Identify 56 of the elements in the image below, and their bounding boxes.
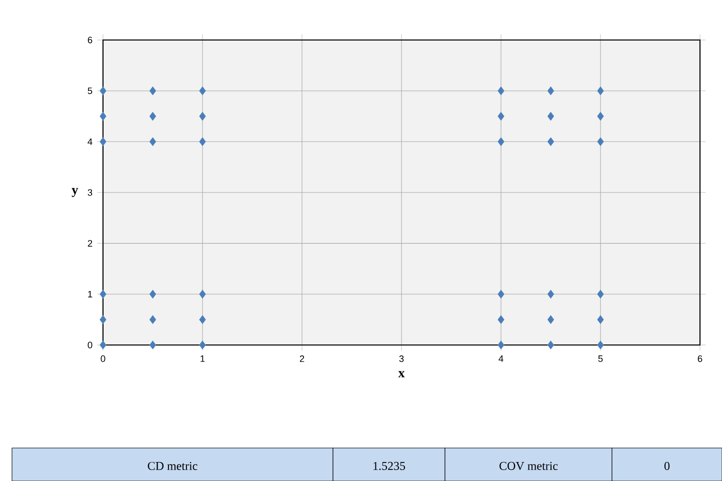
point: [100, 137, 106, 146]
y-tick-label: 3: [88, 189, 92, 196]
y-tick-label: 6: [88, 36, 92, 44]
point: [149, 112, 156, 121]
text: 1.5235: [374, 462, 406, 470]
x-tick-label: 1: [200, 355, 205, 362]
point: [100, 290, 106, 298]
point: [547, 315, 554, 324]
point: [149, 315, 156, 324]
y-tick-label: 5: [88, 88, 92, 94]
point: [199, 290, 206, 298]
x-tick-label: 5: [598, 355, 603, 362]
point: [597, 315, 604, 324]
point: [100, 112, 106, 121]
y-tick-label: 4: [88, 138, 92, 145]
point: [199, 340, 206, 350]
point: [199, 112, 206, 121]
y-tick-label: 1: [88, 290, 92, 298]
x-tick-label: 4: [498, 355, 504, 362]
text: 0: [664, 462, 670, 470]
point: [199, 315, 206, 324]
text: COV metric: [500, 462, 558, 470]
y-tick-label: 0: [88, 342, 92, 348]
point: [100, 340, 106, 350]
point: [597, 340, 604, 350]
x-axis-title: x: [398, 371, 405, 378]
x-tick-label: 0: [100, 355, 106, 362]
point: [149, 86, 156, 96]
point: [199, 86, 206, 96]
y-axis-title: y: [72, 188, 78, 197]
point: [597, 86, 604, 96]
point: [547, 290, 554, 298]
point: [597, 112, 604, 121]
point: [100, 315, 106, 324]
text: CD metric: [148, 462, 198, 470]
point: [498, 112, 504, 121]
point: [597, 137, 604, 146]
point: [597, 290, 604, 298]
point: [149, 340, 156, 350]
point: [547, 86, 554, 96]
point: [498, 86, 504, 96]
point: [149, 137, 156, 146]
x-tick-label: 3: [399, 355, 404, 362]
point: [498, 315, 504, 324]
point: [149, 290, 156, 298]
x-tick-label: 6: [698, 355, 702, 362]
point: [498, 290, 504, 298]
point: [547, 340, 554, 350]
point: [547, 137, 554, 146]
x-tick-label: 2: [300, 355, 304, 362]
y-tick-label: 2: [88, 240, 92, 247]
point: [199, 137, 206, 146]
point: [498, 340, 504, 350]
point: [100, 86, 106, 96]
point: [498, 137, 504, 146]
point: [547, 112, 554, 121]
